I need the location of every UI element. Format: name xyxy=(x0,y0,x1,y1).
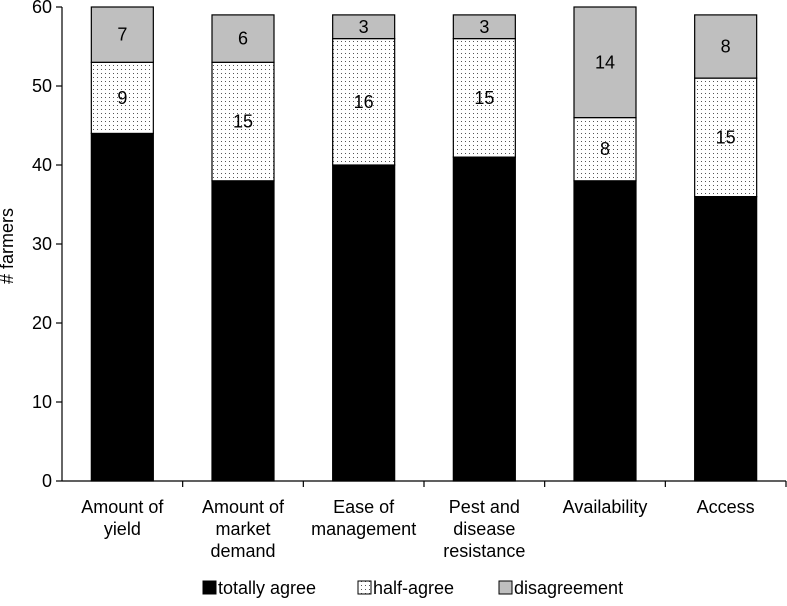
x-tick-label: Amount of market demand xyxy=(202,497,285,561)
data-label: 3 xyxy=(359,17,369,37)
bar-segment-half-agree-3 xyxy=(452,37,516,158)
legend-swatch xyxy=(357,580,372,595)
bar-segment-disagreement-1 xyxy=(211,14,275,63)
bar-segment-disagreement-5 xyxy=(694,14,758,79)
data-label: 7 xyxy=(117,25,127,45)
bar-segment-half-agree-2 xyxy=(332,37,396,166)
x-tick-label: Amount of yield xyxy=(81,497,164,539)
y-tick-label: 10 xyxy=(32,392,52,412)
x-tick-label: Availability xyxy=(563,497,648,517)
bar-segment-disagreement-0 xyxy=(90,6,154,63)
legend: totally agree half-agree disagreement xyxy=(202,578,623,598)
bar-segment-totally-agree-5 xyxy=(694,196,758,482)
bars xyxy=(90,6,758,482)
data-label: 14 xyxy=(595,52,615,72)
bar-segment-totally-agree-0 xyxy=(90,132,154,482)
data-labels: 9 7 15 6 16 3 15 3 8 14 15 8 xyxy=(117,17,735,159)
x-tick-label: Ease of management xyxy=(311,497,416,539)
data-label: 15 xyxy=(474,88,494,108)
y-tick-label: 0 xyxy=(42,471,52,491)
bar-segment-half-agree-4 xyxy=(573,116,637,182)
legend-label: totally agree xyxy=(218,578,316,598)
x-tick-label: Access xyxy=(697,497,755,517)
axes: Amount of yield Amount of market demand Ease … xyxy=(32,0,787,561)
legend-swatch xyxy=(498,580,513,595)
bar-segment-disagreement-2 xyxy=(332,14,396,40)
bar-segment-totally-agree-4 xyxy=(573,180,637,482)
bar-segment-totally-agree-1 xyxy=(211,180,275,482)
data-label: 3 xyxy=(479,17,489,37)
y-tick-label: 60 xyxy=(32,0,52,17)
legend-label: half-agree xyxy=(373,578,454,598)
data-label: 8 xyxy=(600,139,610,159)
data-label: 8 xyxy=(721,37,731,57)
bar-segment-disagreement-4 xyxy=(573,6,637,119)
bar-segment-totally-agree-2 xyxy=(332,164,396,482)
y-tick-label: 50 xyxy=(32,76,52,96)
bar-segment-half-agree-5 xyxy=(694,77,758,198)
data-label: 15 xyxy=(233,112,253,132)
y-tick-label: 40 xyxy=(32,155,52,175)
y-tick-label: 30 xyxy=(32,234,52,254)
y-axis-label: # farmers xyxy=(0,208,17,284)
bar-segment-half-agree-0 xyxy=(90,61,154,134)
x-tick-label: Pest and disease resistance xyxy=(443,497,525,561)
data-label: 15 xyxy=(716,127,736,147)
data-label: 6 xyxy=(238,29,248,49)
bar-segment-disagreement-3 xyxy=(452,14,516,40)
data-label: 9 xyxy=(117,88,127,108)
y-tick-label: 20 xyxy=(32,313,52,333)
bar-segment-totally-agree-3 xyxy=(452,156,516,482)
legend-label: disagreement xyxy=(514,578,623,598)
data-label: 16 xyxy=(354,92,374,112)
legend-swatch xyxy=(202,580,217,595)
